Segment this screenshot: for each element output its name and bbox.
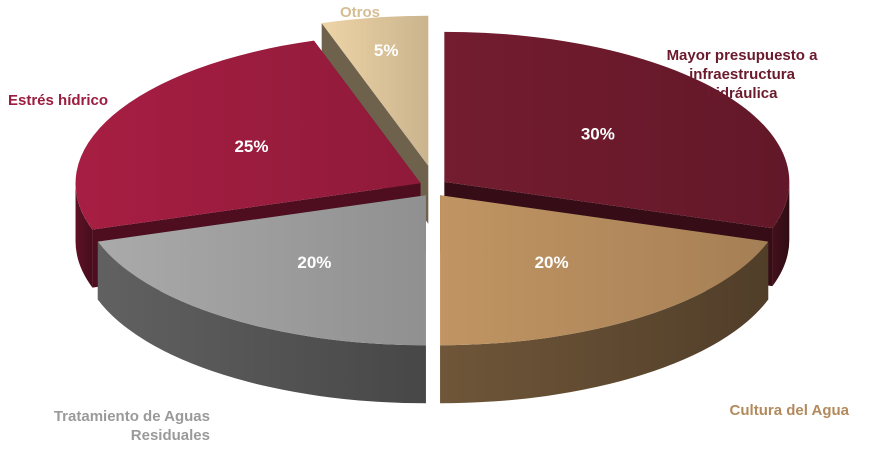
slice-label-cultura-del-agua: Cultura del Agua — [729, 402, 849, 419]
pie-slice: 20% — [440, 195, 769, 404]
pie-slice-top — [75, 40, 421, 230]
pie-slice-side — [772, 181, 790, 287]
pie-value-label: 25% — [234, 137, 268, 156]
pie-slice-top — [97, 195, 426, 346]
slice-label-tratamiento: Tratamiento de Aguas Residuales — [53, 408, 210, 444]
pie-slice-top — [440, 195, 769, 346]
pie-slice-top — [444, 31, 790, 229]
pie-slice-top — [321, 15, 429, 166]
pie-slice: 20% — [97, 195, 426, 404]
pie-value-label: 5% — [374, 41, 399, 60]
pie-slice-side — [440, 241, 769, 404]
slice-label-infraestructura: Mayor presupuesto a infraestructura hidr… — [666, 47, 818, 102]
slice-label-estres-hidrico: Estrés hídrico — [8, 92, 109, 109]
pie-value-label: 20% — [535, 253, 569, 272]
pie-slice-side — [75, 183, 93, 288]
pie-value-label: 20% — [297, 253, 331, 272]
pie-value-label: 30% — [581, 124, 615, 143]
slice-label-otros: Otros — [339, 4, 380, 21]
pie-slice-side — [97, 241, 426, 404]
